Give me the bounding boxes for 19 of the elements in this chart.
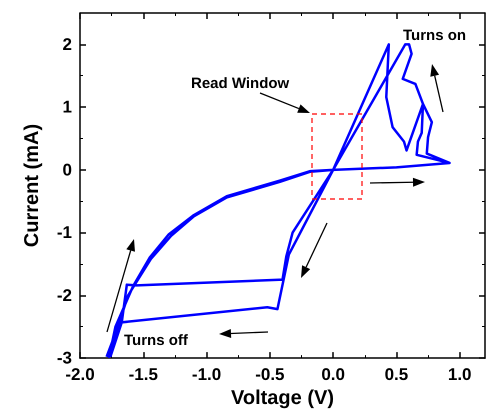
- line-series: [105, 43, 451, 358]
- x-tick-label: -2.0: [65, 365, 95, 384]
- x-tick-label: 1.0: [448, 365, 472, 384]
- y-tick-label: -3: [56, 348, 72, 368]
- annotation: Turns off: [124, 332, 189, 349]
- x-axis-title: Voltage (V): [231, 387, 334, 409]
- annotation: Turns on: [403, 27, 466, 44]
- y-tick-label: -2: [56, 286, 72, 305]
- x-tick-label: -1.0: [192, 365, 222, 384]
- y-axis-title: Current (mA): [21, 124, 43, 248]
- y-tick-label: 2: [62, 34, 72, 54]
- x-tick-label: -0.5: [255, 365, 284, 384]
- y-tick-label: 0: [62, 160, 72, 180]
- y-tick-label: 1: [62, 98, 72, 117]
- x-tick-label: -1.5: [128, 365, 158, 384]
- y-tick-label: -1: [56, 223, 72, 242]
- x-tick-label: 0.5: [384, 365, 408, 384]
- x-tick-label: 0.0: [321, 365, 345, 384]
- annotation: Read Window: [191, 75, 290, 92]
